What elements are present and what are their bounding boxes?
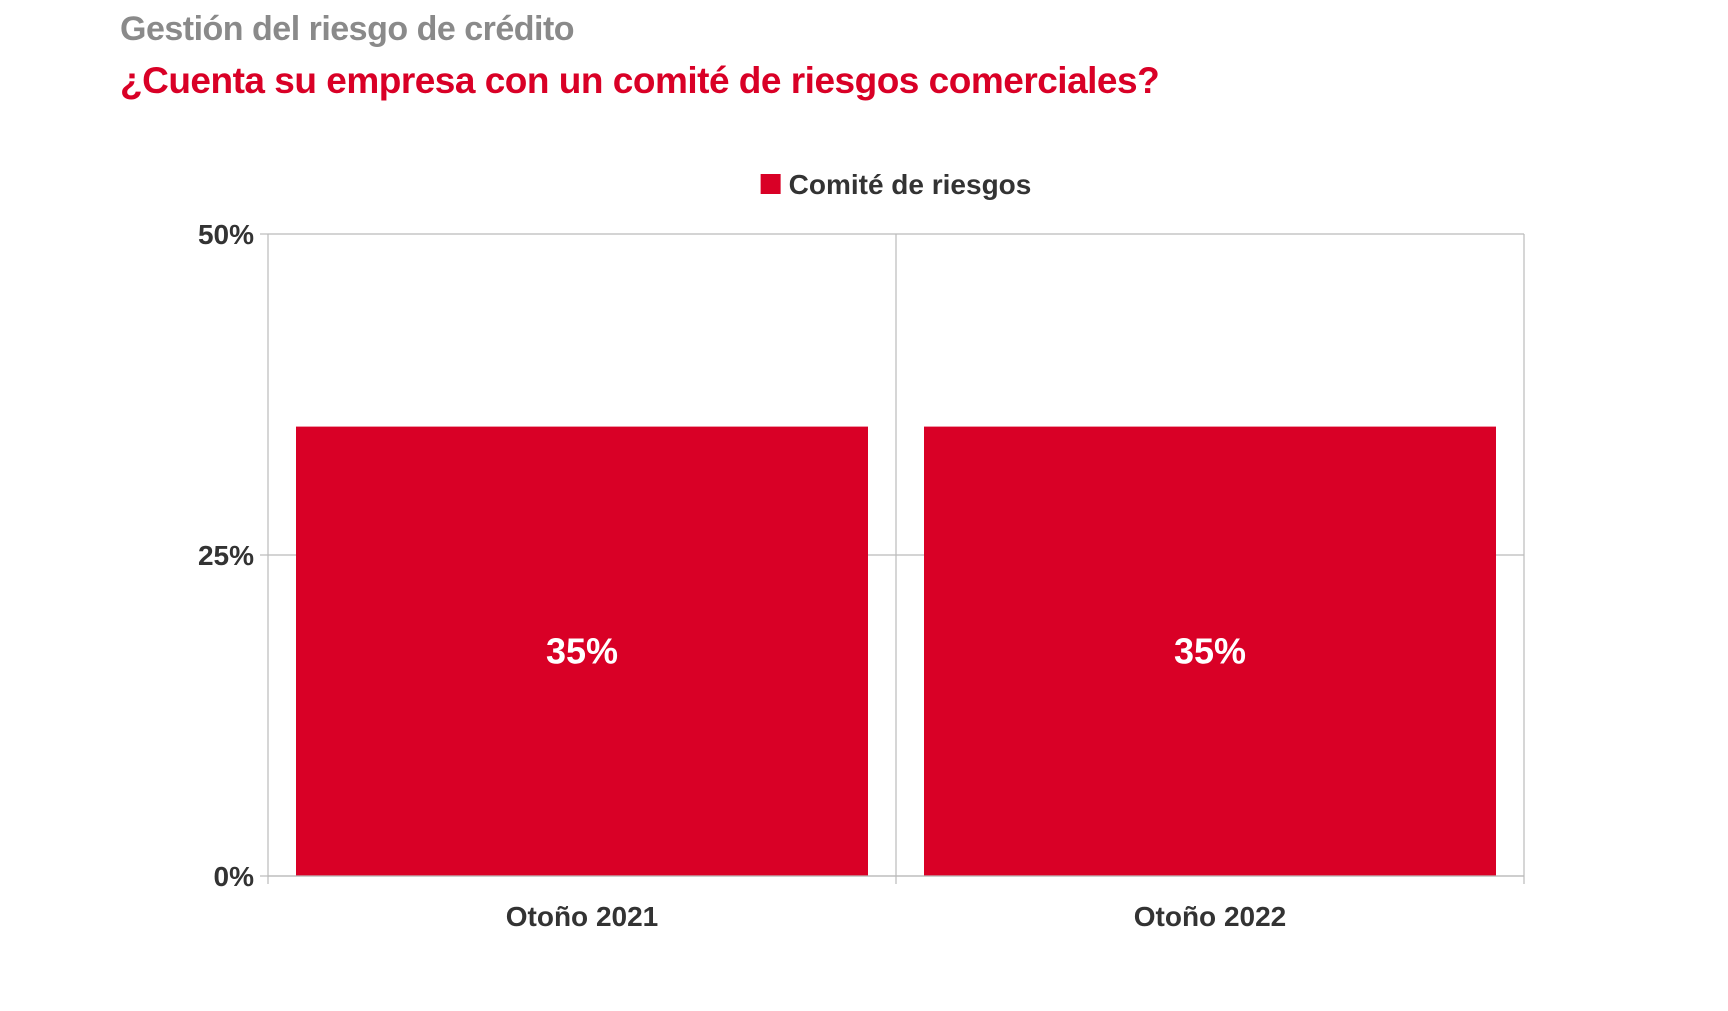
axis-layer: 0% 25% 50% Otoño 2021 Otoño 2022 <box>198 219 1524 932</box>
bar <box>296 426 868 876</box>
y-tick-label: 0% <box>214 861 255 892</box>
bar-layer <box>296 426 1496 876</box>
label-layer: 35% 35% <box>546 630 1246 671</box>
bar <box>924 426 1496 876</box>
bar-value-label: 35% <box>1174 630 1246 671</box>
y-tick-label: 50% <box>198 219 254 250</box>
chart-supertitle: Gestión del riesgo de crédito <box>120 10 575 48</box>
x-category-label: Otoño 2021 <box>506 901 658 932</box>
chart-title: ¿Cuenta su empresa con un comité de ries… <box>120 60 1160 101</box>
bar-value-label: 35% <box>546 630 618 671</box>
x-category-label: Otoño 2022 <box>1134 901 1286 932</box>
legend-swatch <box>760 174 781 194</box>
y-tick-label: 25% <box>198 540 254 571</box>
legend: Comité de riesgos <box>760 169 1032 200</box>
legend-label: Comité de riesgos <box>789 169 1032 200</box>
